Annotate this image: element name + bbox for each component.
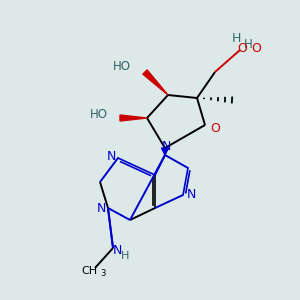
Polygon shape — [143, 70, 168, 95]
Text: HO: HO — [90, 107, 108, 121]
Text: H: H — [244, 38, 252, 52]
Text: H: H — [121, 251, 129, 261]
Text: HO: HO — [113, 59, 131, 73]
Text: 3: 3 — [100, 268, 106, 278]
Text: N: N — [161, 140, 171, 154]
Text: CH: CH — [81, 266, 97, 276]
Text: O: O — [251, 41, 261, 55]
Text: N: N — [186, 188, 196, 202]
Text: N: N — [96, 202, 106, 214]
Text: O: O — [237, 41, 247, 55]
Text: O: O — [210, 122, 220, 134]
Polygon shape — [120, 115, 147, 121]
Text: H: H — [231, 32, 241, 44]
Text: N: N — [106, 149, 116, 163]
Text: N: N — [112, 244, 122, 256]
Polygon shape — [161, 148, 169, 155]
